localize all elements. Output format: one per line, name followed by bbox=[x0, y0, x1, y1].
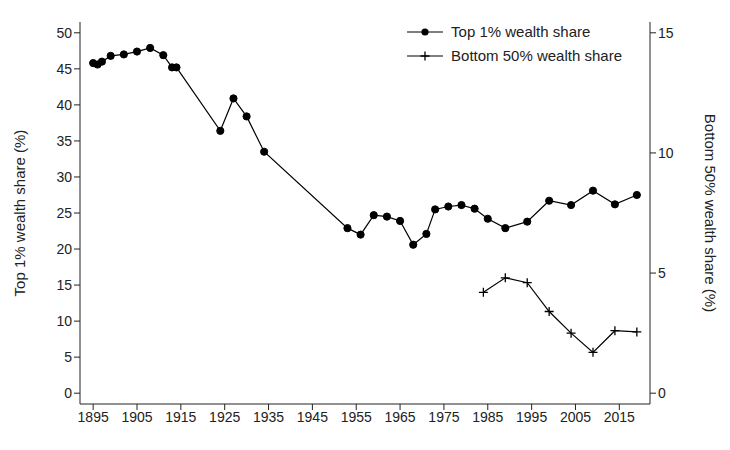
svg-text:2015: 2015 bbox=[604, 409, 635, 425]
svg-text:2005: 2005 bbox=[560, 409, 591, 425]
svg-text:0: 0 bbox=[658, 385, 666, 401]
svg-text:25: 25 bbox=[56, 205, 72, 221]
svg-text:1955: 1955 bbox=[341, 409, 372, 425]
svg-text:15: 15 bbox=[56, 277, 72, 293]
svg-text:1925: 1925 bbox=[209, 409, 240, 425]
svg-text:1895: 1895 bbox=[78, 409, 109, 425]
svg-text:1995: 1995 bbox=[516, 409, 547, 425]
svg-text:40: 40 bbox=[56, 97, 72, 113]
svg-text:15: 15 bbox=[658, 25, 674, 41]
svg-text:1915: 1915 bbox=[165, 409, 196, 425]
svg-text:35: 35 bbox=[56, 133, 72, 149]
svg-text:5: 5 bbox=[64, 349, 72, 365]
svg-text:5: 5 bbox=[658, 265, 666, 281]
svg-text:0: 0 bbox=[64, 385, 72, 401]
svg-text:30: 30 bbox=[56, 169, 72, 185]
svg-text:1985: 1985 bbox=[472, 409, 503, 425]
html-text:Top 1% wealth share: Top 1% wealth share bbox=[451, 23, 591, 40]
svg-text:20: 20 bbox=[56, 241, 72, 257]
svg-text:1975: 1975 bbox=[428, 409, 459, 425]
svg-text:1945: 1945 bbox=[297, 409, 328, 425]
svg-text:45: 45 bbox=[56, 61, 72, 77]
svg-text:1905: 1905 bbox=[121, 409, 152, 425]
svg-text:1965: 1965 bbox=[384, 409, 415, 425]
svg-text:10: 10 bbox=[658, 145, 674, 161]
svg-text:Top 1% wealth share (%): Top 1% wealth share (%) bbox=[11, 130, 28, 297]
html-text:Bottom 50% wealth share: Bottom 50% wealth share bbox=[451, 47, 622, 64]
svg-text:50: 50 bbox=[56, 25, 72, 41]
svg-text:1935: 1935 bbox=[253, 409, 284, 425]
svg-text:10: 10 bbox=[56, 313, 72, 329]
svg-text:Bottom 50% wealth share (%): Bottom 50% wealth share (%) bbox=[702, 114, 719, 312]
